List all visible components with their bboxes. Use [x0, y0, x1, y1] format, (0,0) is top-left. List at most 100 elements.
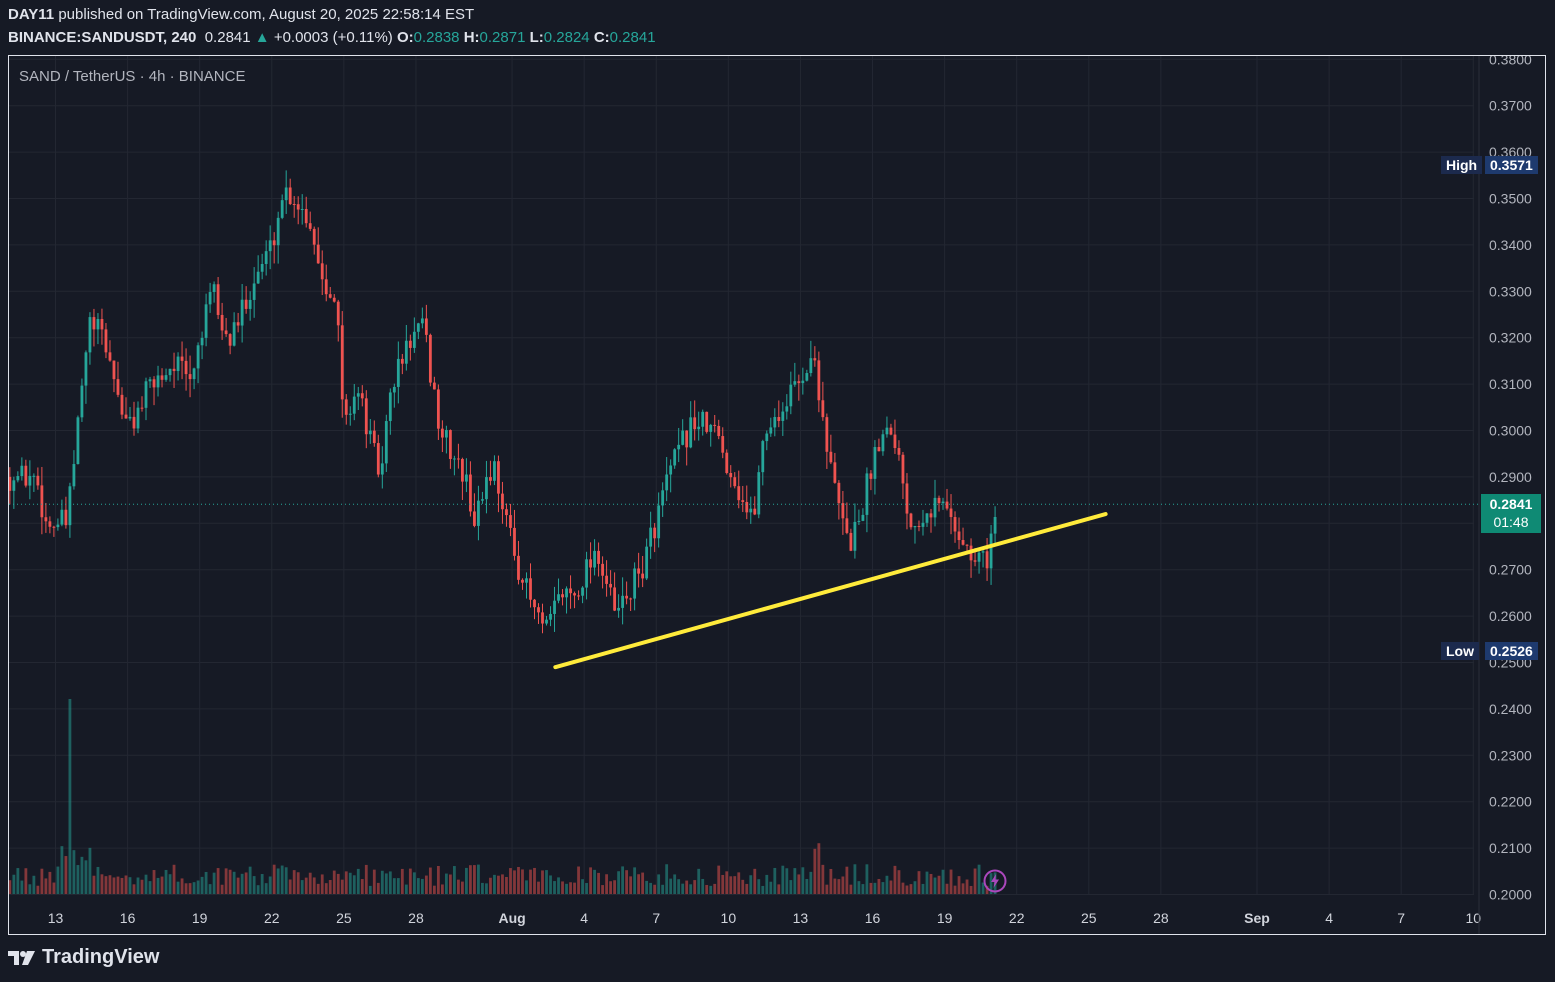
y-tick-label: 0.2000	[1489, 887, 1532, 903]
volume-bar	[509, 868, 512, 894]
volume-bar	[749, 875, 753, 894]
volume-bar	[625, 870, 629, 894]
candle-body	[689, 417, 693, 448]
candle-body	[224, 330, 228, 335]
volume-bar	[689, 884, 693, 894]
last-price: 0.2841	[204, 29, 251, 46]
volume-bar	[553, 881, 556, 894]
candle-body	[545, 619, 548, 624]
volume-bar	[316, 883, 320, 894]
volume-bar	[505, 876, 508, 894]
volume-bar	[709, 885, 713, 894]
y-tick-label: 0.3700	[1489, 98, 1532, 114]
candle-body	[108, 352, 112, 361]
volume-bar	[725, 871, 729, 894]
y-tick-label: 0.2600	[1489, 608, 1532, 624]
candle-body	[729, 472, 733, 478]
volume-bar	[236, 877, 240, 894]
volume-bar	[917, 871, 921, 894]
volume-bar	[212, 872, 216, 894]
candle-body	[328, 294, 332, 298]
candle-body	[901, 454, 905, 484]
publisher[interactable]: DAY11	[8, 6, 55, 23]
candle-body	[553, 600, 556, 614]
candle-body	[741, 500, 745, 502]
volume-bar	[457, 879, 460, 894]
volume-bar	[220, 884, 224, 894]
candle-body	[80, 385, 84, 418]
volume-bar	[108, 875, 112, 894]
volume-bar	[753, 868, 757, 894]
bar-countdown: 01:48	[1493, 514, 1529, 530]
candle-body	[681, 430, 685, 445]
volume-bar	[260, 874, 264, 894]
volume-bar	[481, 882, 484, 894]
candle-body	[12, 480, 16, 491]
tradingview-footer[interactable]: TradingView	[8, 946, 159, 969]
candle-body	[348, 413, 352, 415]
x-tick-label: 22	[264, 910, 280, 926]
volume-bar	[957, 876, 961, 894]
candle-body	[537, 607, 540, 613]
y-tick-label: 0.2900	[1489, 469, 1532, 485]
volume-bar	[328, 880, 332, 894]
candle-body	[569, 588, 572, 594]
y-tick-label: 0.2700	[1489, 562, 1532, 578]
published-text: published on TradingView.com, August 20,…	[58, 6, 475, 23]
low-marker-label: Low	[1441, 642, 1479, 660]
publish-info: DAY11 published on TradingView.com, Augu…	[8, 6, 474, 23]
candle-body	[865, 473, 869, 515]
volume-bar	[124, 875, 128, 894]
lightning-icon[interactable]	[983, 869, 1007, 893]
high-label: H:	[463, 29, 480, 46]
volume-bar	[717, 865, 721, 894]
x-tick-label: 19	[192, 910, 208, 926]
volume-bar	[949, 869, 953, 894]
x-tick-label: 25	[336, 910, 352, 926]
volume-bar	[609, 881, 612, 894]
candle-body	[717, 425, 721, 437]
volume-bar	[573, 882, 576, 894]
volume-bar	[953, 885, 957, 894]
candle-body	[384, 421, 388, 464]
candle-body	[585, 559, 588, 588]
candle-body	[497, 461, 500, 494]
candle-body	[436, 389, 440, 429]
volume-bar	[52, 882, 56, 894]
y-tick-label: 0.2200	[1489, 794, 1532, 810]
candle-body	[605, 575, 608, 584]
candle-body	[521, 579, 524, 583]
volume-bar	[785, 868, 789, 894]
candle-body	[44, 517, 48, 522]
volume-bar	[745, 883, 749, 894]
candle-body	[68, 486, 72, 526]
y-tick-label: 0.2100	[1489, 840, 1532, 856]
volume-bar	[701, 878, 705, 894]
volume-bar	[140, 879, 144, 894]
volume-bar	[945, 883, 949, 894]
high-marker-label: High	[1441, 156, 1483, 174]
volume-bar	[889, 880, 893, 894]
candle-body	[749, 508, 753, 513]
tradingview-logo-icon	[8, 950, 35, 965]
volume-bar	[9, 880, 12, 894]
candle-body	[973, 560, 977, 562]
candle-body	[613, 587, 616, 611]
price-chart[interactable]: 0.20000.21000.22000.23000.24000.25000.26…	[9, 56, 1545, 934]
candle-body	[529, 578, 532, 600]
volume-bar	[312, 877, 316, 894]
volume-bar	[44, 878, 48, 894]
candle-body	[757, 472, 761, 515]
up-arrow-icon: ▲	[254, 29, 270, 46]
candle-body	[909, 513, 913, 528]
candle-body	[372, 430, 376, 444]
candle-body	[40, 485, 44, 518]
candle-body	[376, 443, 380, 475]
volume-bar	[208, 884, 212, 894]
candle-body	[561, 594, 564, 598]
volume-bar	[757, 879, 761, 894]
support-trendline[interactable]	[553, 512, 1108, 670]
volume-bar	[593, 869, 596, 894]
candle-body	[20, 465, 24, 477]
volume-bar	[669, 878, 673, 894]
